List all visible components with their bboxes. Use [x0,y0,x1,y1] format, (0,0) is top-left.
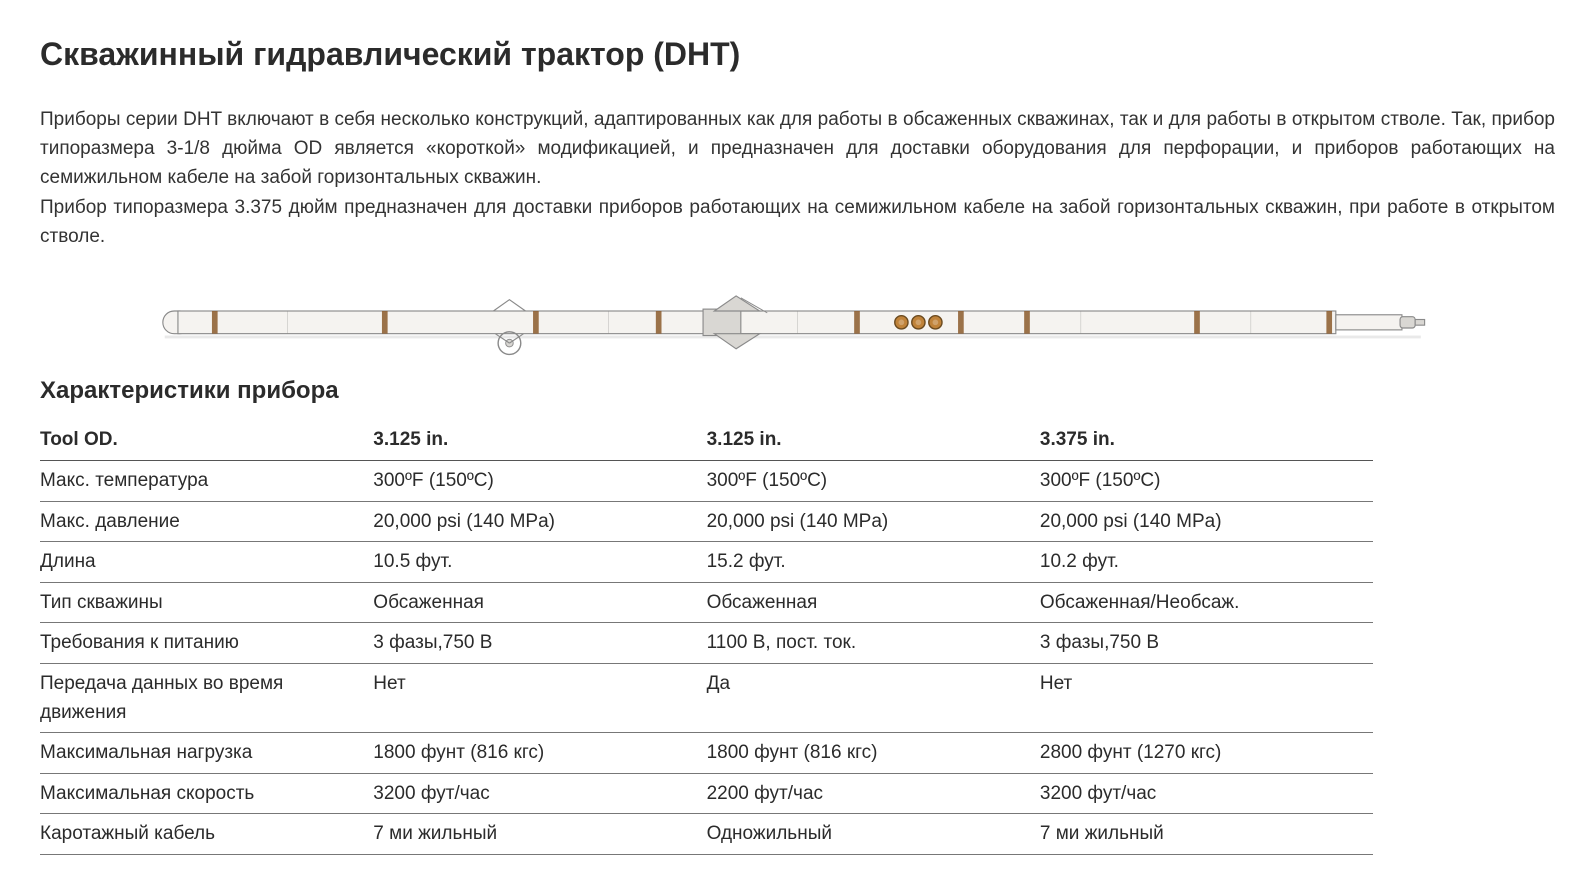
row-label: Передача данных во время движения [40,663,373,733]
row-cell: 2800 фунт (1270 кгс) [1040,733,1373,773]
row-label: Максимальная скорость [40,773,373,813]
row-cell: 3200 фут/час [1040,773,1373,813]
description-paragraph: Приборы серии DHT включают в себя нескол… [40,105,1555,193]
row-cell: Нет [1040,663,1373,733]
row-cell: Обсаженная/Необсаж. [1040,582,1373,622]
row-cell: 7 ми жильный [373,814,706,854]
row-label: Тип скважины [40,582,373,622]
table-row: Передача данных во время движенияНетДаНе… [40,663,1373,733]
table-row: Максимальная скорость3200 фут/час2200 фу… [40,773,1373,813]
row-label: Длина [40,542,373,582]
page-title: Скважинный гидравлический трактор (DHT) [40,30,1555,80]
row-cell: Да [707,663,1040,733]
row-label: Требования к питанию [40,623,373,663]
row-cell: 2200 фут/час [707,773,1040,813]
row-cell: 10.2 фут. [1040,542,1373,582]
row-cell: 7 ми жильный [1040,814,1373,854]
row-cell: 300ºF (150ºC) [1040,461,1373,501]
table-header-col: 3.125 in. [707,419,1040,461]
row-cell: 20,000 psi (140 MPa) [707,501,1040,541]
table-header-row: Tool OD. 3.125 in. 3.125 in. 3.375 in. [40,419,1373,461]
spec-heading: Характеристики прибора [40,372,1555,409]
spec-table: Tool OD. 3.125 in. 3.125 in. 3.375 in. М… [40,419,1373,855]
row-cell: 10.5 фут. [373,542,706,582]
row-cell: 20,000 psi (140 MPa) [373,501,706,541]
row-cell: Обсаженная [373,582,706,622]
table-row: Максимальная нагрузка1800 фунт (816 кгс)… [40,733,1373,773]
row-cell: 1100 В, пост. ток. [707,623,1040,663]
table-row: Макс. температура300ºF (150ºC)300ºF (150… [40,461,1373,501]
table-header-label: Tool OD. [40,419,373,461]
table-row: Тип скважиныОбсаженнаяОбсаженнаяОбсаженн… [40,582,1373,622]
row-label: Каротажный кабель [40,814,373,854]
row-cell: Одножильный [707,814,1040,854]
tool-diagram [40,277,1555,362]
row-label: Макс. температура [40,461,373,501]
tool-diagram-svg [40,277,1555,362]
row-cell: Нет [373,663,706,733]
row-cell: 300ºF (150ºC) [707,461,1040,501]
description-paragraph: Прибор типоразмера 3.375 дюйм предназнач… [40,193,1555,252]
table-row: Требования к питанию3 фазы,750 В1100 В, … [40,623,1373,663]
table-header-col: 3.125 in. [373,419,706,461]
row-cell: 300ºF (150ºC) [373,461,706,501]
row-label: Максимальная нагрузка [40,733,373,773]
row-cell: 3 фазы,750 В [1040,623,1373,663]
row-cell: 1800 фунт (816 кгс) [707,733,1040,773]
table-row: Макс. давление20,000 psi (140 MPa)20,000… [40,501,1373,541]
table-row: Каротажный кабель7 ми жильныйОдножильный… [40,814,1373,854]
row-cell: 3200 фут/час [373,773,706,813]
description-block: Приборы серии DHT включают в себя нескол… [40,105,1555,252]
row-cell: 1800 фунт (816 кгс) [373,733,706,773]
row-cell: 3 фазы,750 В [373,623,706,663]
row-cell: 20,000 psi (140 MPa) [1040,501,1373,541]
row-cell: 15.2 фут. [707,542,1040,582]
table-row: Длина10.5 фут.15.2 фут.10.2 фут. [40,542,1373,582]
row-label: Макс. давление [40,501,373,541]
row-cell: Обсаженная [707,582,1040,622]
table-header-col: 3.375 in. [1040,419,1373,461]
